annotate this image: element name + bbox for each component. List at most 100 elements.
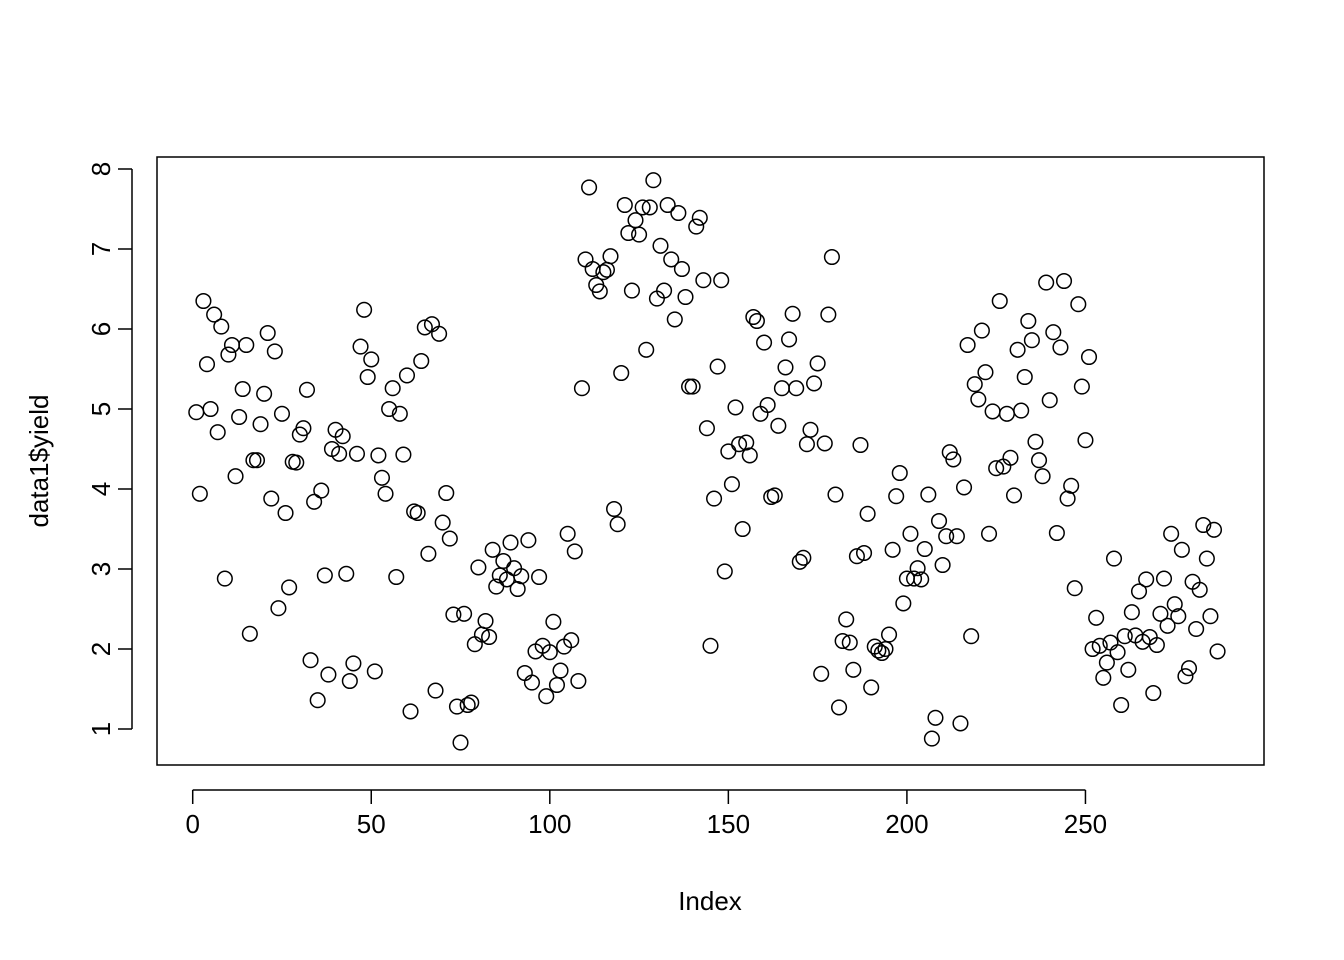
data-point	[670, 204, 687, 222]
data-point	[941, 444, 958, 461]
data-point	[531, 568, 548, 586]
x-axis: 0 50 100 150 200 250	[185, 789, 1107, 839]
data-point	[445, 606, 462, 623]
data-point	[706, 490, 723, 507]
data-point	[1070, 296, 1087, 313]
data-point	[248, 452, 266, 469]
data-point	[870, 642, 887, 659]
data-point	[798, 436, 815, 453]
data-point	[523, 674, 541, 691]
data-point	[906, 570, 923, 587]
data-point	[1205, 521, 1223, 538]
data-point	[1013, 402, 1030, 419]
data-point	[513, 568, 530, 585]
data-point	[727, 399, 744, 416]
data-point	[820, 306, 837, 323]
data-point	[873, 644, 890, 662]
data-point	[552, 662, 569, 679]
data-point	[509, 580, 526, 598]
y-tick-label: 2	[86, 642, 116, 656]
data-point	[545, 613, 562, 630]
data-point	[1159, 617, 1176, 634]
data-point	[209, 424, 226, 441]
data-point	[1202, 608, 1219, 625]
data-point	[834, 632, 851, 650]
data-point	[766, 487, 783, 504]
data-point	[927, 709, 944, 726]
data-point	[756, 334, 773, 351]
data-point	[288, 454, 305, 471]
data-point	[991, 292, 1008, 310]
data-point	[598, 261, 615, 278]
data-point	[252, 416, 269, 433]
data-point	[238, 336, 255, 354]
data-point	[1030, 452, 1048, 469]
data-point	[223, 336, 241, 354]
data-point	[688, 218, 705, 235]
data-point	[731, 436, 748, 453]
data-point	[1052, 339, 1069, 356]
data-point	[788, 380, 805, 397]
data-point	[1045, 324, 1062, 341]
data-point	[188, 404, 205, 421]
data-point	[1166, 596, 1183, 613]
data-point	[1073, 378, 1090, 395]
x-axis-title: Index	[678, 886, 742, 916]
data-point	[845, 661, 862, 678]
data-point	[484, 541, 501, 558]
data-point	[1130, 583, 1148, 600]
data-point	[681, 378, 698, 395]
data-point	[1091, 637, 1108, 654]
data-point	[695, 272, 712, 289]
data-point	[934, 556, 951, 574]
data-points	[188, 172, 1226, 751]
data-point	[745, 308, 762, 326]
data-point	[1209, 643, 1226, 660]
data-point	[573, 380, 591, 397]
data-point	[1145, 684, 1162, 702]
y-tick-label: 3	[86, 562, 116, 576]
data-point	[216, 570, 233, 587]
data-point	[1088, 609, 1105, 626]
data-point	[231, 408, 248, 426]
data-point	[202, 400, 219, 418]
data-point	[516, 664, 533, 682]
data-point	[391, 405, 408, 422]
x-tick-label: 100	[528, 809, 571, 839]
data-point	[431, 325, 448, 342]
data-point	[631, 226, 648, 243]
data-point	[1027, 433, 1044, 450]
data-point	[673, 260, 690, 278]
data-point	[595, 264, 612, 281]
data-point	[980, 525, 998, 542]
data-point	[427, 682, 444, 699]
data-point	[852, 436, 869, 454]
data-point	[920, 486, 937, 503]
data-point	[606, 500, 623, 518]
data-point	[813, 665, 830, 682]
data-point	[616, 196, 633, 214]
data-point	[684, 378, 701, 395]
data-point	[384, 380, 401, 397]
data-point	[256, 385, 273, 402]
x-tick-label: 200	[885, 809, 928, 839]
data-point	[881, 626, 898, 643]
data-point	[1155, 570, 1173, 587]
data-point	[206, 306, 223, 323]
data-point	[802, 421, 819, 438]
data-point	[863, 679, 880, 696]
data-point	[1041, 392, 1058, 409]
data-point	[413, 352, 430, 370]
data-point	[748, 312, 765, 330]
data-point	[1048, 524, 1065, 542]
x-tick-label: 0	[185, 809, 199, 839]
data-point	[466, 636, 483, 653]
data-point	[213, 318, 230, 335]
data-point	[691, 209, 708, 226]
data-point	[352, 338, 369, 355]
data-point	[656, 282, 673, 299]
data-point	[1163, 525, 1180, 542]
data-point	[602, 248, 619, 265]
data-point	[1180, 660, 1198, 677]
x-tick-label: 250	[1064, 809, 1107, 839]
